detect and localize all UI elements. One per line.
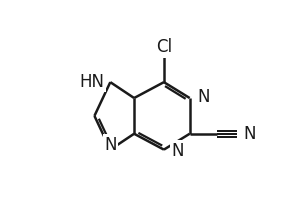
Text: N: N (104, 136, 117, 154)
Text: N: N (243, 125, 256, 143)
Text: N: N (172, 142, 184, 160)
Text: N: N (198, 88, 210, 106)
Text: Cl: Cl (156, 39, 172, 57)
Text: HN: HN (80, 73, 104, 91)
